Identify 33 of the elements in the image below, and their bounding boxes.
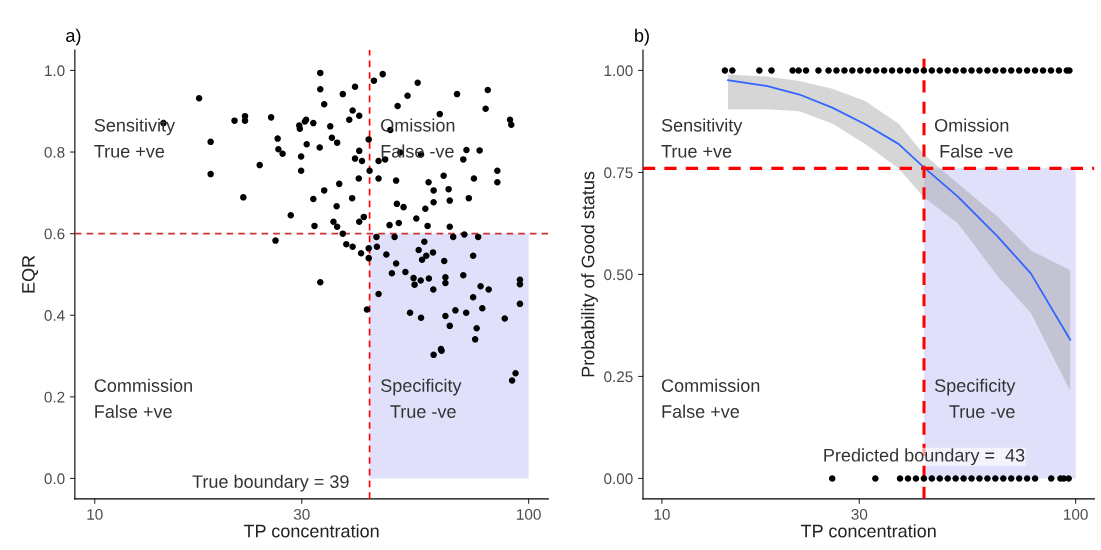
- annotation: Specificity True -ve: [934, 378, 1016, 418]
- y-tick-label: 0.6: [44, 228, 65, 240]
- chart-title: a): [66, 28, 81, 46]
- annotation: Sensitivity True +ve: [661, 118, 743, 158]
- x-tick-label: 100: [1064, 508, 1088, 520]
- y-tick-label: 0.0: [44, 473, 65, 485]
- y-tick-label: 0.00: [604, 473, 633, 485]
- annotation: True boundary = 39: [192, 474, 349, 492]
- y-tick-label: 0.25: [604, 371, 633, 383]
- x-tick-label: 30: [293, 508, 310, 520]
- annotation: Omission False -ve: [935, 118, 1013, 158]
- x-tick-label: 10: [87, 508, 103, 520]
- y-tick-label: 0.2: [44, 391, 65, 403]
- annotation: Commission False +ve: [661, 378, 760, 418]
- annotation: Specificity True -ve: [381, 378, 462, 418]
- y-tick-label: 0.4: [44, 310, 65, 321]
- x-tick-label: 100: [517, 508, 541, 520]
- annotation: Sensitivity True +ve: [94, 118, 176, 158]
- y-tick-label: 0.8: [44, 146, 65, 158]
- x-axis-title: TP concentration: [801, 524, 936, 538]
- x-tick-label: 30: [851, 508, 868, 520]
- chart-title: b): [635, 28, 649, 46]
- x-axis-title: TP concentration: [243, 524, 379, 538]
- y-tick-label: 0.75: [604, 167, 633, 179]
- annotation: Commission False +ve: [94, 378, 192, 418]
- annotation: Omission False -ve: [381, 118, 455, 158]
- y-tick-label: 0.50: [604, 269, 633, 281]
- ref-line-label: Predicted boundary = 43: [824, 448, 1025, 466]
- y-tick-label: 1.00: [604, 65, 633, 77]
- y-axis-title: Probability of Good status: [581, 171, 598, 377]
- y-axis-title: EQR: [22, 255, 39, 293]
- y-tick-label: 1.0: [45, 65, 65, 77]
- x-tick-label: 10: [654, 508, 670, 520]
